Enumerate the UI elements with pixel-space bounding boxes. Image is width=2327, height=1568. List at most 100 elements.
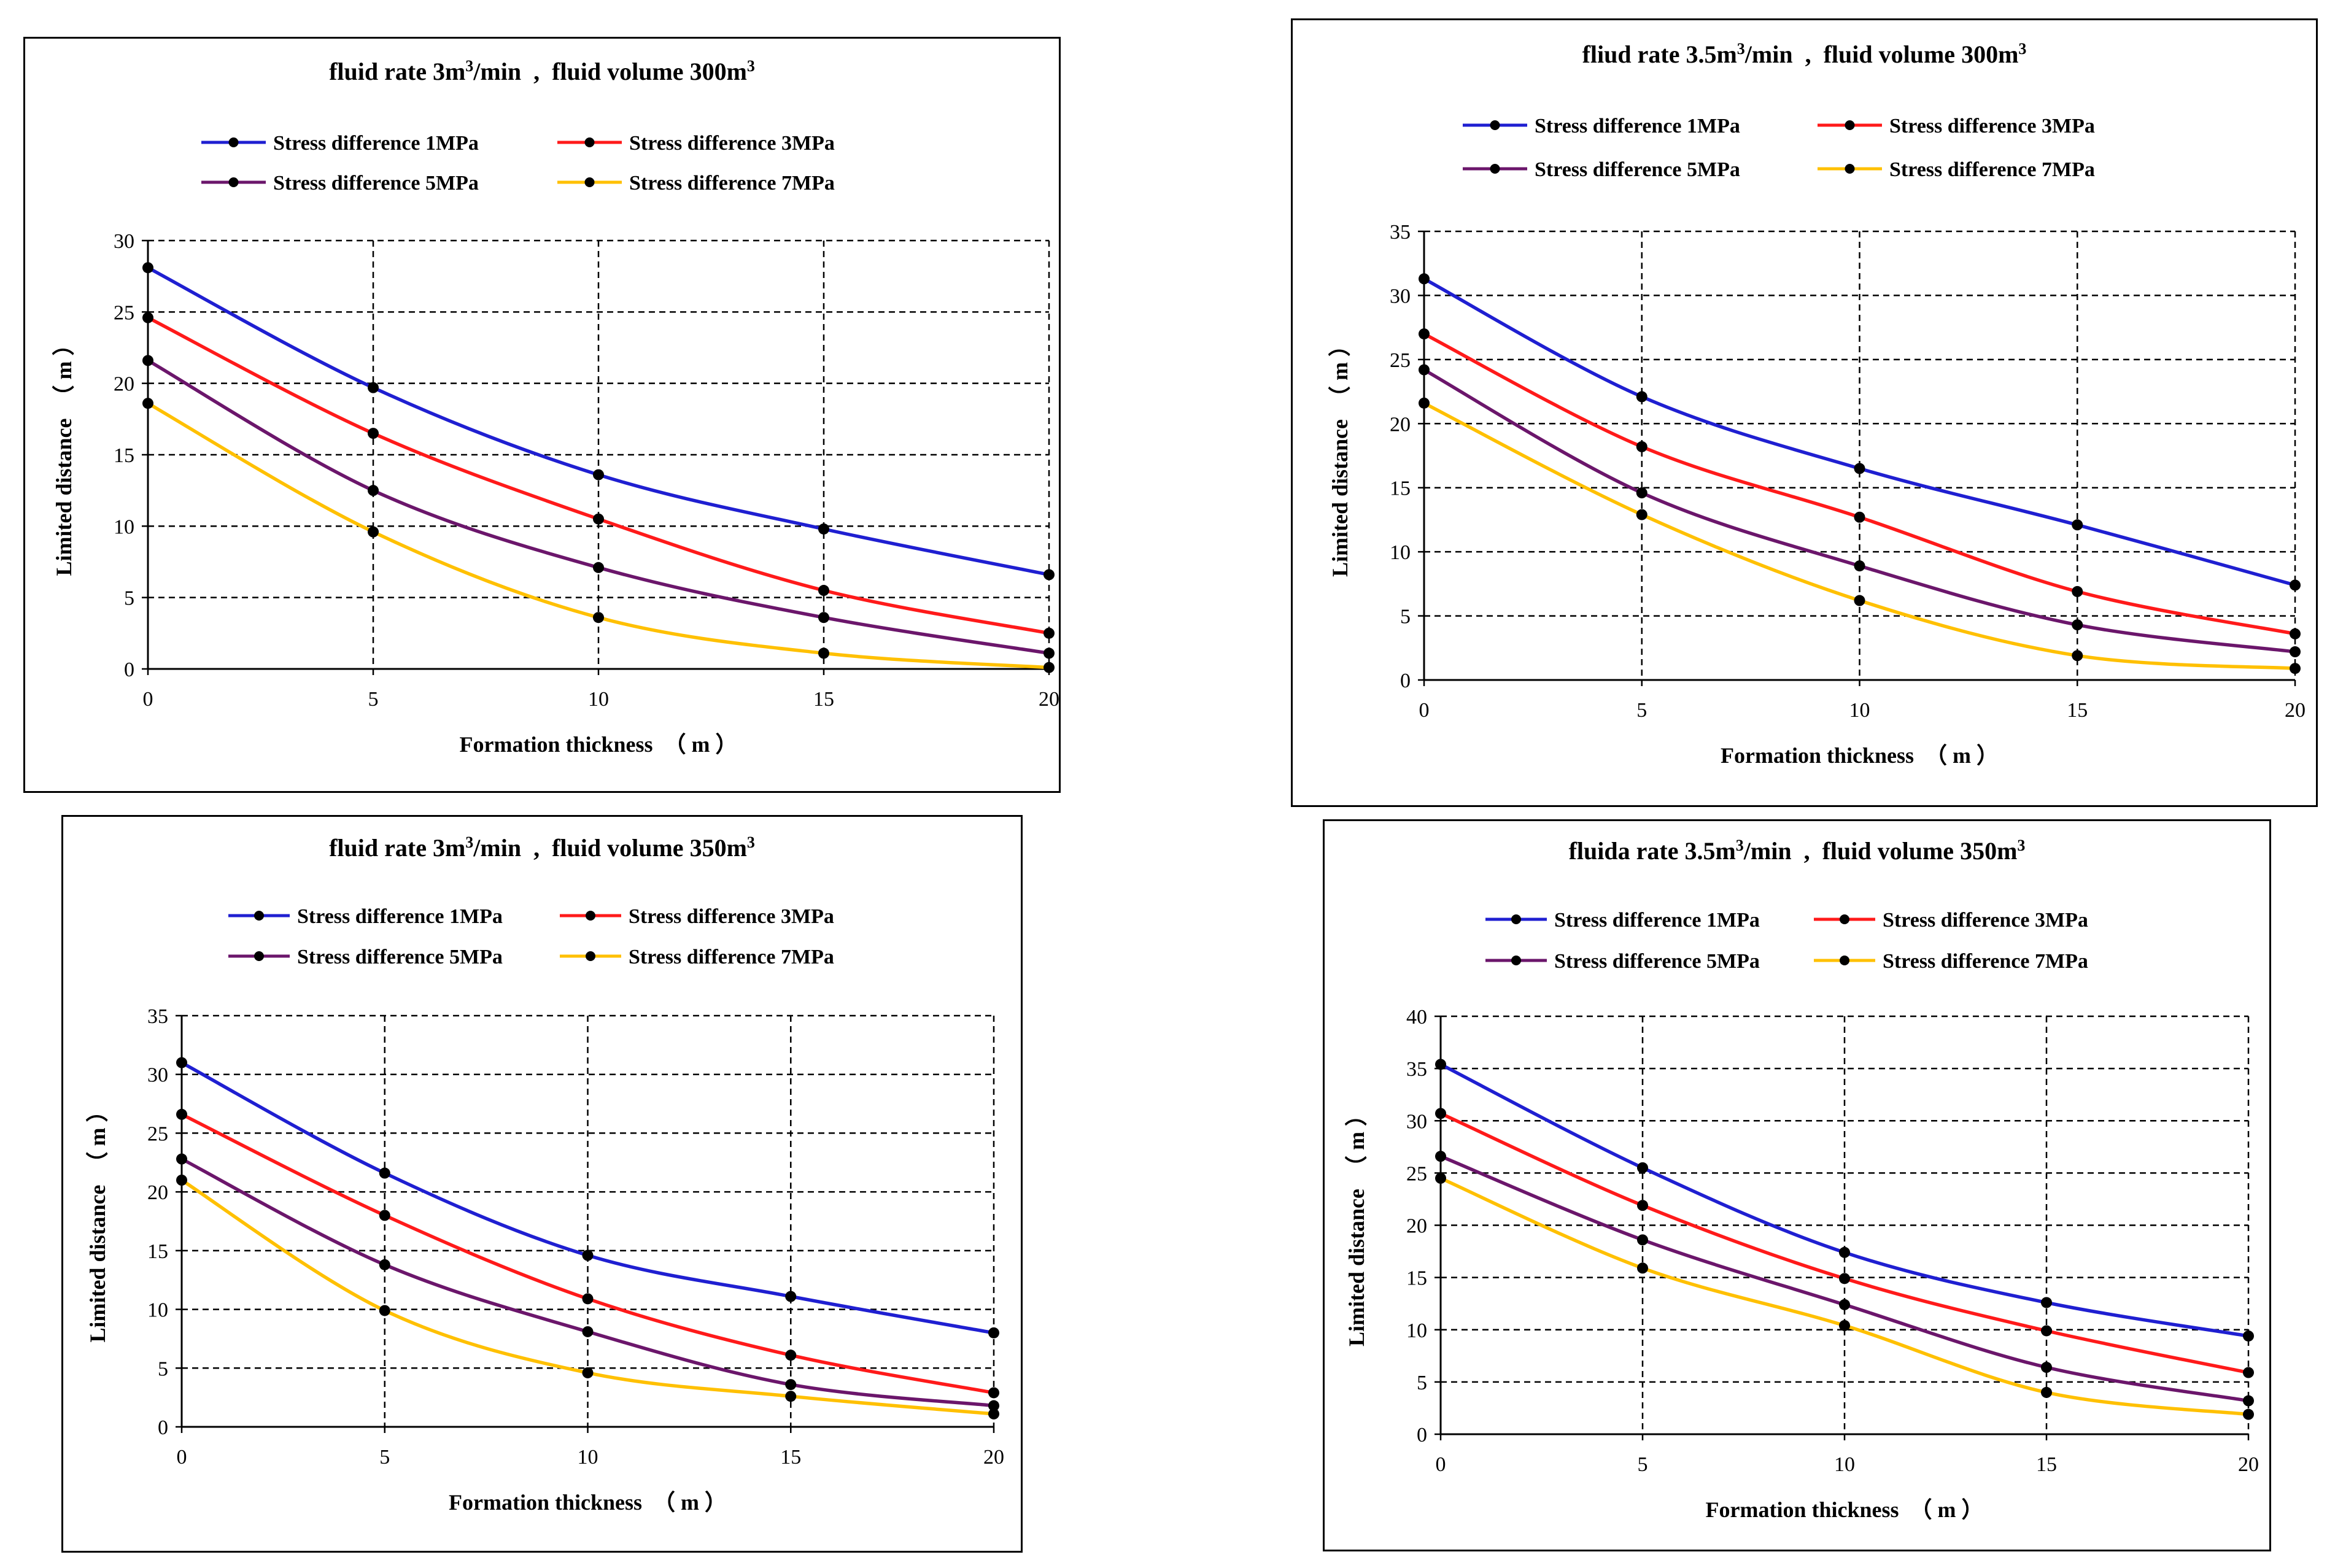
data-point: [988, 1400, 999, 1412]
y-tick-label: 20: [114, 373, 134, 396]
chart-title-superscript: 3: [2018, 40, 2026, 58]
legend-marker: [1840, 956, 1849, 965]
data-point: [988, 1408, 999, 1419]
y-tick-label: 20: [1406, 1215, 1427, 1238]
data-point: [2243, 1395, 2254, 1407]
legend-entry: Stress difference 1MPa: [1485, 909, 1760, 932]
data-point: [2290, 579, 2301, 591]
data-point: [2041, 1386, 2052, 1398]
legend-marker: [1845, 120, 1855, 130]
data-point: [988, 1327, 999, 1338]
data-point: [1435, 1059, 1446, 1070]
data-point: [2072, 585, 2083, 597]
legend-label: Stress difference 7MPa: [1883, 950, 2088, 973]
x-tick-label: 5: [368, 688, 379, 711]
legend-marker: [586, 951, 595, 961]
chart-title: fliud rate 3.5m3/min , fluid volume 300m…: [1582, 40, 2027, 68]
legend-entry: Stress difference 5MPa: [201, 172, 479, 195]
y-tick-label: 15: [114, 444, 134, 467]
data-point: [379, 1305, 390, 1316]
legend-marker: [228, 137, 239, 147]
y-tick-label: 20: [147, 1181, 168, 1204]
legend-entry: Stress difference 3MPa: [1818, 115, 2095, 137]
chart-title-superscript: 3: [2017, 836, 2025, 854]
chart-panel-4: fluida rate 3.5m3/min , fluid volume 350…: [1323, 819, 2271, 1551]
legend-marker: [584, 137, 595, 147]
legend-marker: [228, 177, 239, 187]
data-point: [785, 1391, 797, 1402]
y-tick-label: 15: [1406, 1267, 1427, 1290]
chart-panel-3: fluid rate 3m3/min , fluid volume 350m3 S…: [61, 815, 1023, 1553]
data-point: [1637, 1200, 1648, 1211]
y-tick-label: 0: [158, 1416, 168, 1439]
y-tick-label: 0: [1400, 670, 1411, 692]
x-tick-label: 5: [1638, 1453, 1648, 1476]
y-tick-label: 10: [147, 1299, 168, 1322]
data-point: [2290, 646, 2301, 658]
x-tick-label: 10: [578, 1446, 598, 1469]
legend-entry: Stress difference 3MPa: [560, 905, 834, 928]
x-tick-label: 0: [1419, 699, 1430, 722]
chart-title-part: fluid rate 3m: [329, 834, 465, 862]
data-point: [1419, 273, 1430, 285]
data-point: [1854, 511, 1865, 523]
data-point: [1435, 1151, 1446, 1162]
data-point: [582, 1367, 594, 1378]
data-point: [379, 1210, 390, 1221]
y-tick-label: 25: [1406, 1162, 1427, 1185]
data-point: [1419, 397, 1430, 409]
data-point: [379, 1259, 390, 1270]
y-tick-label: 5: [124, 587, 134, 610]
data-point: [2072, 619, 2083, 631]
legend-marker: [1511, 956, 1521, 965]
data-point: [593, 469, 604, 481]
legend-marker: [1490, 120, 1500, 130]
chart-2: fliud rate 3.5m3/min , fluid volume 300m…: [1291, 18, 2318, 807]
data-point: [176, 1057, 187, 1068]
x-tick-label: 20: [983, 1446, 1004, 1469]
y-tick-label: 25: [147, 1122, 168, 1145]
data-point: [368, 382, 379, 393]
legend-label: Stress difference 7MPa: [629, 172, 835, 195]
data-point: [1839, 1246, 1850, 1258]
data-point: [1419, 328, 1430, 340]
data-point: [368, 428, 379, 439]
data-point: [2072, 650, 2083, 662]
data-point: [785, 1350, 797, 1361]
legend-label: Stress difference 3MPa: [1883, 909, 2088, 932]
y-tick-label: 5: [1400, 606, 1411, 628]
legend-label: Stress difference 5MPa: [273, 172, 479, 195]
x-tick-label: 15: [2067, 699, 2088, 722]
data-point: [2243, 1408, 2254, 1420]
data-point: [1043, 627, 1055, 639]
y-axis-label: Limited distance （ m ）: [1344, 1104, 1369, 1346]
data-point: [142, 312, 153, 323]
legend-entry: Stress difference 7MPa: [560, 946, 834, 968]
legend-marker: [1845, 164, 1855, 174]
legend-marker: [1490, 164, 1500, 174]
data-point: [1637, 1234, 1648, 1246]
legend-marker: [254, 911, 264, 921]
data-point: [142, 355, 153, 366]
data-point: [1435, 1108, 1446, 1119]
x-axis-label: Formation thickness （ m ）: [460, 732, 738, 757]
data-point: [818, 647, 829, 659]
legend-marker: [584, 177, 595, 187]
chart-title: fluid rate 3m3/min , fluid volume 300m3: [329, 57, 755, 85]
chart-border: [1291, 18, 2318, 807]
data-point: [1043, 662, 1055, 673]
data-point: [1419, 364, 1430, 376]
data-point: [142, 398, 153, 409]
x-axis-label: Formation thickness （ m ）: [1706, 1497, 1984, 1522]
legend-entry: Stress difference 1MPa: [1463, 115, 1740, 137]
legend-label: Stress difference 5MPa: [1535, 158, 1740, 181]
chart-title-superscript: 3: [747, 833, 755, 851]
data-point: [1854, 463, 1865, 474]
x-tick-label: 15: [780, 1446, 801, 1469]
legend-label: Stress difference 7MPa: [1889, 158, 2095, 181]
chart-title: fluid rate 3m3/min , fluid volume 350m3: [329, 833, 755, 862]
data-point: [818, 612, 829, 624]
x-tick-label: 5: [1636, 699, 1647, 722]
data-point: [176, 1108, 187, 1120]
y-tick-label: 0: [124, 658, 134, 681]
